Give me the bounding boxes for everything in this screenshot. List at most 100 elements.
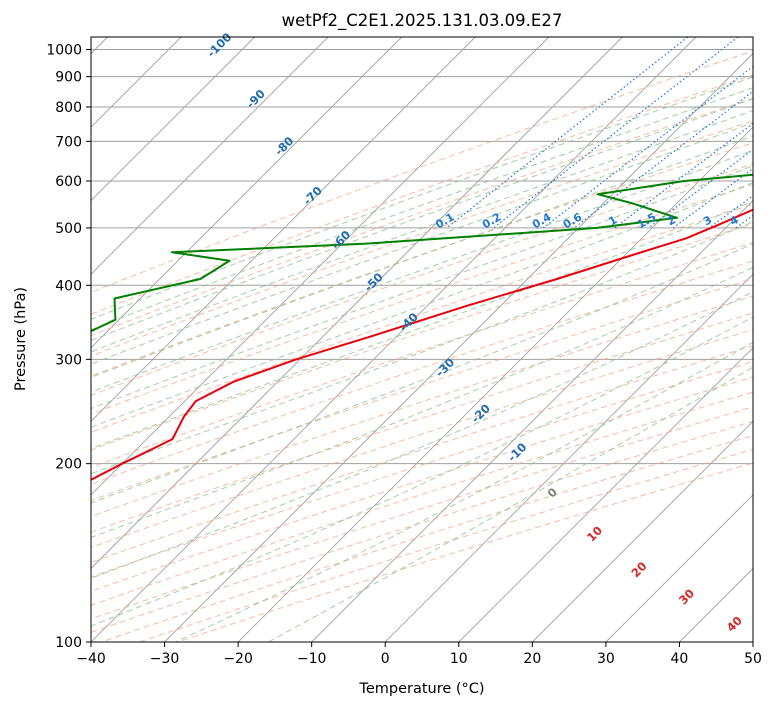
plot-layer	[3, 37, 753, 642]
y-tick-label: 1000	[46, 43, 82, 59]
temperature-point	[717, 225, 718, 226]
theta-label: -60	[329, 228, 354, 253]
dry-adiabat	[91, 223, 753, 451]
moist-adiabat	[91, 98, 753, 342]
dry-adiabat	[139, 448, 753, 642]
moist-adiabat	[91, 291, 753, 579]
isotherm-line	[458, 347, 753, 642]
moist-adiabat	[91, 87, 753, 331]
moist-adiabat	[91, 109, 753, 353]
dewpoint-point	[171, 252, 172, 253]
temperature-point	[195, 401, 196, 402]
isotherm-line	[605, 494, 753, 642]
isotherm-line	[237, 126, 753, 642]
dewpoint-point	[229, 260, 230, 261]
mixing-ratio-line	[446, 37, 689, 229]
temperature-point	[20, 521, 21, 522]
dry-adiabat	[91, 163, 753, 396]
mixing-ratio-label: 2	[665, 213, 678, 228]
x-axis-label: Temperature (°C)	[358, 681, 484, 697]
dewpoint-point	[3, 406, 4, 407]
dewpoint-point	[200, 278, 201, 279]
temperature-point	[183, 416, 184, 417]
moist-adiabat	[268, 366, 753, 642]
moist-adiabat	[91, 76, 753, 320]
x-axis-ticks: −40 −30 −20 −10 0 10 20 30 40 50	[76, 642, 762, 667]
theta-label: -40	[396, 310, 421, 335]
x-tick-label: 20	[523, 651, 541, 667]
y-axis-ticks: 100 200 300 400 500 600 700 800 900 1000	[46, 43, 91, 651]
x-tick-label: −20	[223, 651, 253, 667]
dry-adiabat	[91, 360, 753, 578]
isotherm-line	[532, 420, 753, 642]
x-tick-label: 50	[744, 651, 762, 667]
y-tick-label: 600	[55, 174, 82, 190]
y-tick-label: 800	[55, 100, 82, 116]
moist-adiabat	[91, 200, 753, 450]
isotherm-line	[91, 37, 255, 202]
moist-adiabat	[91, 266, 753, 539]
x-tick-label: −40	[76, 651, 106, 667]
dry-adiabat	[91, 203, 753, 433]
temperature-point	[233, 381, 234, 382]
dry-adiabat	[91, 406, 753, 620]
temperature-point	[376, 334, 377, 335]
y-tick-label: 200	[55, 457, 82, 473]
dry-adiabat	[91, 50, 753, 293]
dry-adiabat	[91, 142, 753, 377]
dewpoint-point	[66, 342, 67, 343]
dewpoint-point	[684, 180, 685, 181]
x-tick-label: 0	[381, 651, 390, 667]
dry-adiabat	[91, 376, 753, 592]
mixing-ratio-line	[543, 65, 753, 229]
mixing-ratio-line	[735, 214, 753, 229]
moist-adiabat	[91, 182, 753, 428]
temperature-point	[69, 490, 70, 491]
moist-adiabat	[175, 341, 753, 642]
theta-label: -20	[468, 401, 493, 426]
dry-adiabat	[91, 391, 753, 606]
y-tick-label: 700	[55, 134, 82, 150]
isotherm-label: 40	[724, 613, 745, 634]
isotherm-line	[752, 641, 753, 642]
isotherm-line	[91, 37, 476, 422]
theta-label: -80	[272, 134, 297, 159]
temperature-point	[172, 439, 173, 440]
plot-area: 0.1 0.2 0.4 0.6 1 1.5 2 3 4-100-90-80-70-60-50-4…	[3, 30, 754, 643]
isotherm-line	[91, 37, 697, 642]
plot-frame	[90, 36, 754, 643]
dewpoint-trace	[91, 173, 753, 333]
temperature-point	[632, 254, 633, 255]
dry-adiabat	[91, 74, 753, 315]
dewpoint-point	[596, 227, 597, 228]
moist-adiabat	[91, 243, 753, 504]
moist-adiabat	[91, 165, 753, 410]
temperature-point	[122, 463, 123, 464]
theta-label: -50	[361, 270, 386, 295]
isotherm-label: 30	[676, 586, 697, 607]
isotherm-label: 10	[584, 523, 605, 544]
isotherm-line	[384, 273, 753, 642]
y-tick-label: 300	[55, 352, 82, 368]
x-tick-label: −10	[297, 651, 327, 667]
isotherm-line	[91, 37, 623, 570]
chart-title: wetPf2_C2E1.2025.131.03.09.E27	[282, 11, 563, 31]
isotherm-label: 20	[628, 559, 649, 580]
temperature-trace	[91, 208, 753, 481]
x-tick-label: −30	[150, 651, 180, 667]
y-tick-label: 500	[55, 221, 82, 237]
theta-label: -70	[300, 183, 325, 208]
isotherm-label: 0	[544, 485, 560, 501]
temperature-point	[685, 238, 686, 239]
dewpoint-point	[632, 203, 633, 204]
dewpoint-point	[676, 217, 677, 218]
mixing-ratio-line	[573, 90, 753, 229]
theta-label: -90	[243, 87, 268, 112]
x-tick-label: 30	[597, 651, 615, 667]
mixing-ratio-line	[614, 122, 753, 229]
y-tick-label: 100	[55, 635, 82, 651]
temperature-point	[468, 305, 469, 306]
isotherm-line	[91, 37, 329, 275]
x-tick-label: 40	[671, 651, 689, 667]
